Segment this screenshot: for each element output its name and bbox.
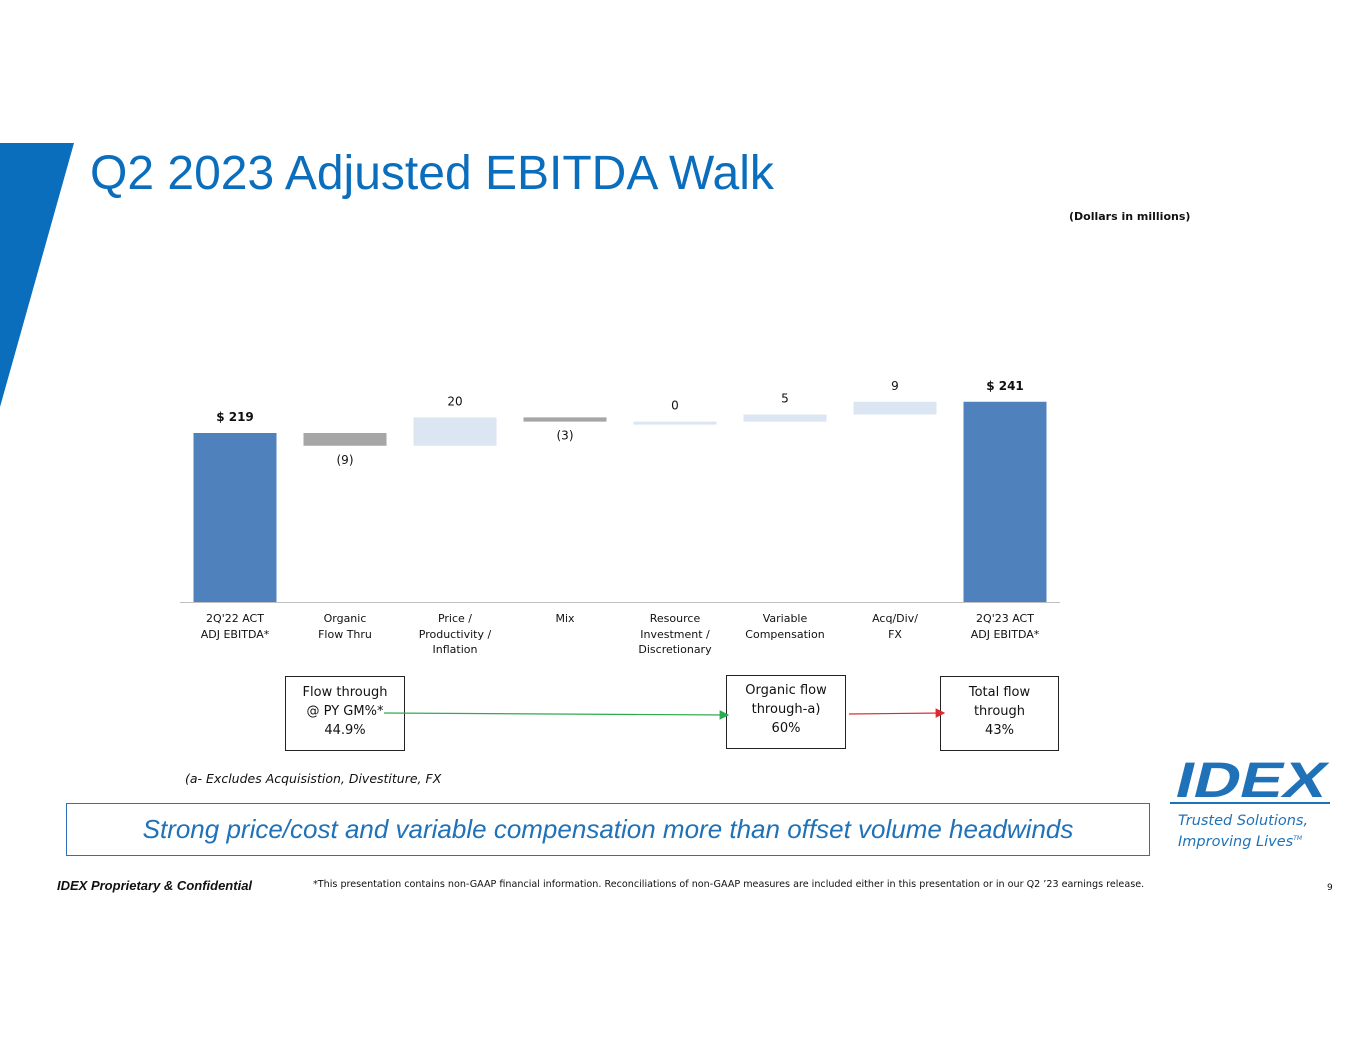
confidential-label: IDEX Proprietary & Confidential xyxy=(57,878,253,893)
headline-banner: Strong price/cost and variable compensat… xyxy=(66,803,1150,856)
total-flow-line1: Total flow xyxy=(968,685,1031,700)
category-label-line: Mix xyxy=(555,612,575,625)
data-label: 5 xyxy=(781,392,789,406)
category-label-line: Organic xyxy=(323,612,367,625)
data-label: 9 xyxy=(891,379,899,393)
organic-flow-through-box: Organic flow through-a) 60% xyxy=(726,675,846,749)
flow-through-py-gm-line3: 44.9% xyxy=(324,723,366,738)
category-label-line: Investment / xyxy=(640,627,710,641)
flow-arrows xyxy=(383,708,946,720)
units-note: (Dollars in millions) xyxy=(1069,210,1191,223)
category-label: Variable Compensation xyxy=(730,611,840,642)
data-label: (9) xyxy=(337,453,354,467)
category-label-line: Acq/Div/ xyxy=(872,612,918,625)
data-label: $ 241 xyxy=(986,379,1024,393)
slide-title: Q2 2023 Adjusted EBITDA Walk xyxy=(90,147,774,200)
category-label-line: 2Q'22 ACT xyxy=(206,612,264,625)
green-flow-arrow xyxy=(383,710,730,720)
category-label: Mix xyxy=(510,611,620,627)
data-label: (3) xyxy=(557,429,574,443)
ebitda-waterfall-chart: $ 219 (9) 20 (3) 0 5 9 $ 241 xyxy=(180,379,1060,603)
flow-through-py-gm-line2: @ PY GM%* xyxy=(306,704,384,719)
category-label-line: Inflation xyxy=(432,643,478,656)
category-label: 2Q'23 ACT ADJ EBITDA* xyxy=(950,611,1060,642)
category-label-line: Resource xyxy=(649,612,701,625)
category-label: Resource Investment / Discretionary xyxy=(620,611,730,658)
category-label-line: Discretionary xyxy=(638,643,712,656)
organic-flow-line1: Organic flow xyxy=(745,683,827,698)
page-number: 9 xyxy=(1327,883,1333,893)
waterfall-bar xyxy=(413,417,497,446)
category-label: 2Q'22 ACT ADJ EBITDA* xyxy=(180,611,290,642)
organic-flow-line3: 60% xyxy=(771,721,801,736)
waterfall-bar xyxy=(633,421,717,425)
category-label: Price / Productivity / Inflation xyxy=(400,611,510,658)
flow-through-py-gm-line1: Flow through xyxy=(302,685,388,700)
logo-tagline: Trusted Solutions, Improving LivesTM xyxy=(1178,812,1328,851)
category-label: Organic Flow Thru xyxy=(290,611,400,642)
category-label-line: ADJ EBITDA* xyxy=(970,627,1040,641)
data-label: 0 xyxy=(671,399,679,413)
idex-logo: IDEX xyxy=(1170,752,1330,812)
category-label-line: Compensation xyxy=(745,627,825,641)
trademark-mark: TM xyxy=(1293,835,1303,842)
category-label-line: Price / xyxy=(437,612,473,625)
logo-wordmark: IDEX xyxy=(1170,752,1330,808)
waterfall-bar xyxy=(963,401,1047,602)
category-label-line: ADJ EBITDA* xyxy=(200,627,270,641)
waterfall-bar xyxy=(193,433,277,602)
category-label-line: FX xyxy=(888,627,902,641)
waterfall-bar xyxy=(523,417,607,422)
waterfall-bar xyxy=(743,414,827,422)
organic-flow-line2: through-a) xyxy=(751,702,821,717)
data-label: 20 xyxy=(447,394,462,408)
total-flow-through-box: Total flow through 43% xyxy=(940,676,1059,751)
accent-slash xyxy=(0,143,74,407)
category-label: Acq/Div/FX xyxy=(840,611,950,642)
acquisition-footnote: (a- Excludes Acquisistion, Divestiture, … xyxy=(185,771,442,786)
category-label-line: Variable xyxy=(762,612,808,625)
category-label-line: Flow Thru xyxy=(318,627,372,641)
total-flow-line3: 43% xyxy=(985,723,1014,738)
waterfall-bar xyxy=(303,433,387,446)
waterfall-bar xyxy=(853,401,937,415)
category-label-line: 2Q'23 ACT xyxy=(976,612,1034,625)
total-flow-line2: through xyxy=(973,704,1026,719)
tagline-line1: Trusted Solutions, xyxy=(1178,813,1309,829)
red-flow-arrow xyxy=(848,708,946,718)
tagline-line2: Improving LivesTM xyxy=(1178,833,1303,850)
category-label-line: Productivity / xyxy=(418,627,492,641)
data-label: $ 219 xyxy=(216,410,254,424)
non-gaap-disclaimer: *This presentation contains non-GAAP fin… xyxy=(313,879,1145,890)
